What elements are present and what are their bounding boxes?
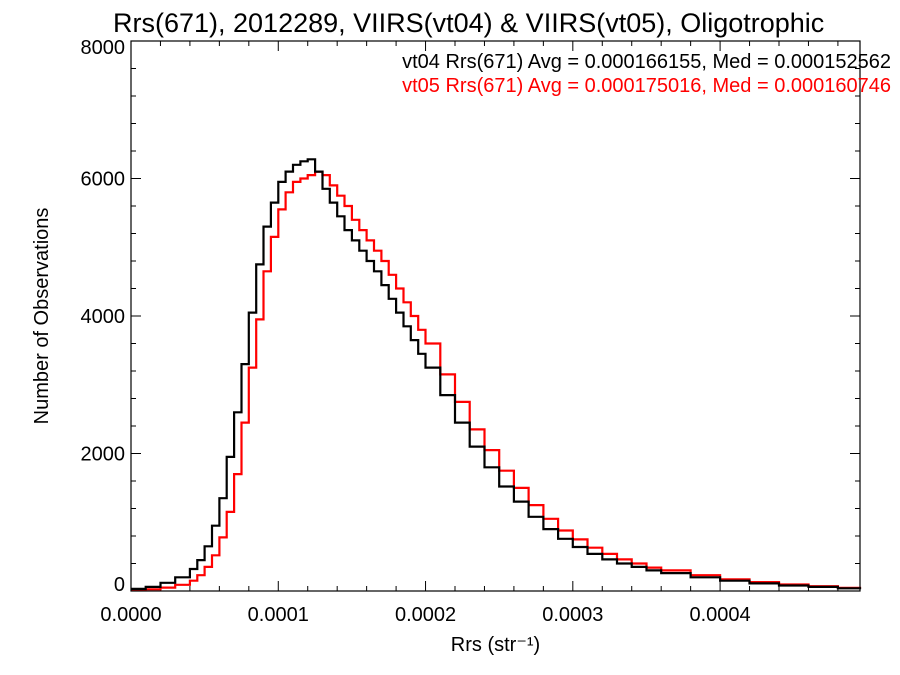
legend-entry-vt04: vt04 Rrs(671) Avg = 0.000166155, Med = 0…: [402, 51, 891, 73]
x-tick-label: 0.0001: [248, 604, 309, 626]
x-tick-label: 0.0000: [100, 604, 161, 626]
axis-ticks: 0.0000 0.0001 0.0002 0.0003 0.0004 0 2000 4000 6…: [81, 37, 860, 626]
series-line-vt05: [131, 170, 862, 592]
x-tick-label: 0.0002: [395, 604, 456, 626]
legend: vt04 Rrs(671) Avg = 0.000166155, Med = 0…: [402, 51, 891, 97]
x-tick-label: 0.0004: [690, 604, 751, 626]
y-axis-label: Number of Observations: [31, 208, 53, 425]
plot-series: [131, 158, 862, 592]
y-tick-label: 2000: [81, 444, 126, 466]
x-axis-label: Rrs (str⁻¹): [451, 634, 540, 656]
chart-title: Rrs(671), 2012289, VIIRS(vt04) & VIIRS(v…: [113, 8, 824, 38]
series-line-vt04: [131, 158, 862, 590]
plot-frame: [130, 40, 861, 592]
y-tick-label: 8000: [81, 37, 126, 59]
y-tick-label: 4000: [81, 306, 126, 328]
legend-entry-vt05: vt05 Rrs(671) Avg = 0.000175016, Med = 0…: [402, 75, 891, 97]
y-tick-label: 6000: [81, 169, 126, 191]
y-tick-label: 0: [114, 574, 125, 596]
x-tick-label: 0.0003: [542, 604, 603, 626]
